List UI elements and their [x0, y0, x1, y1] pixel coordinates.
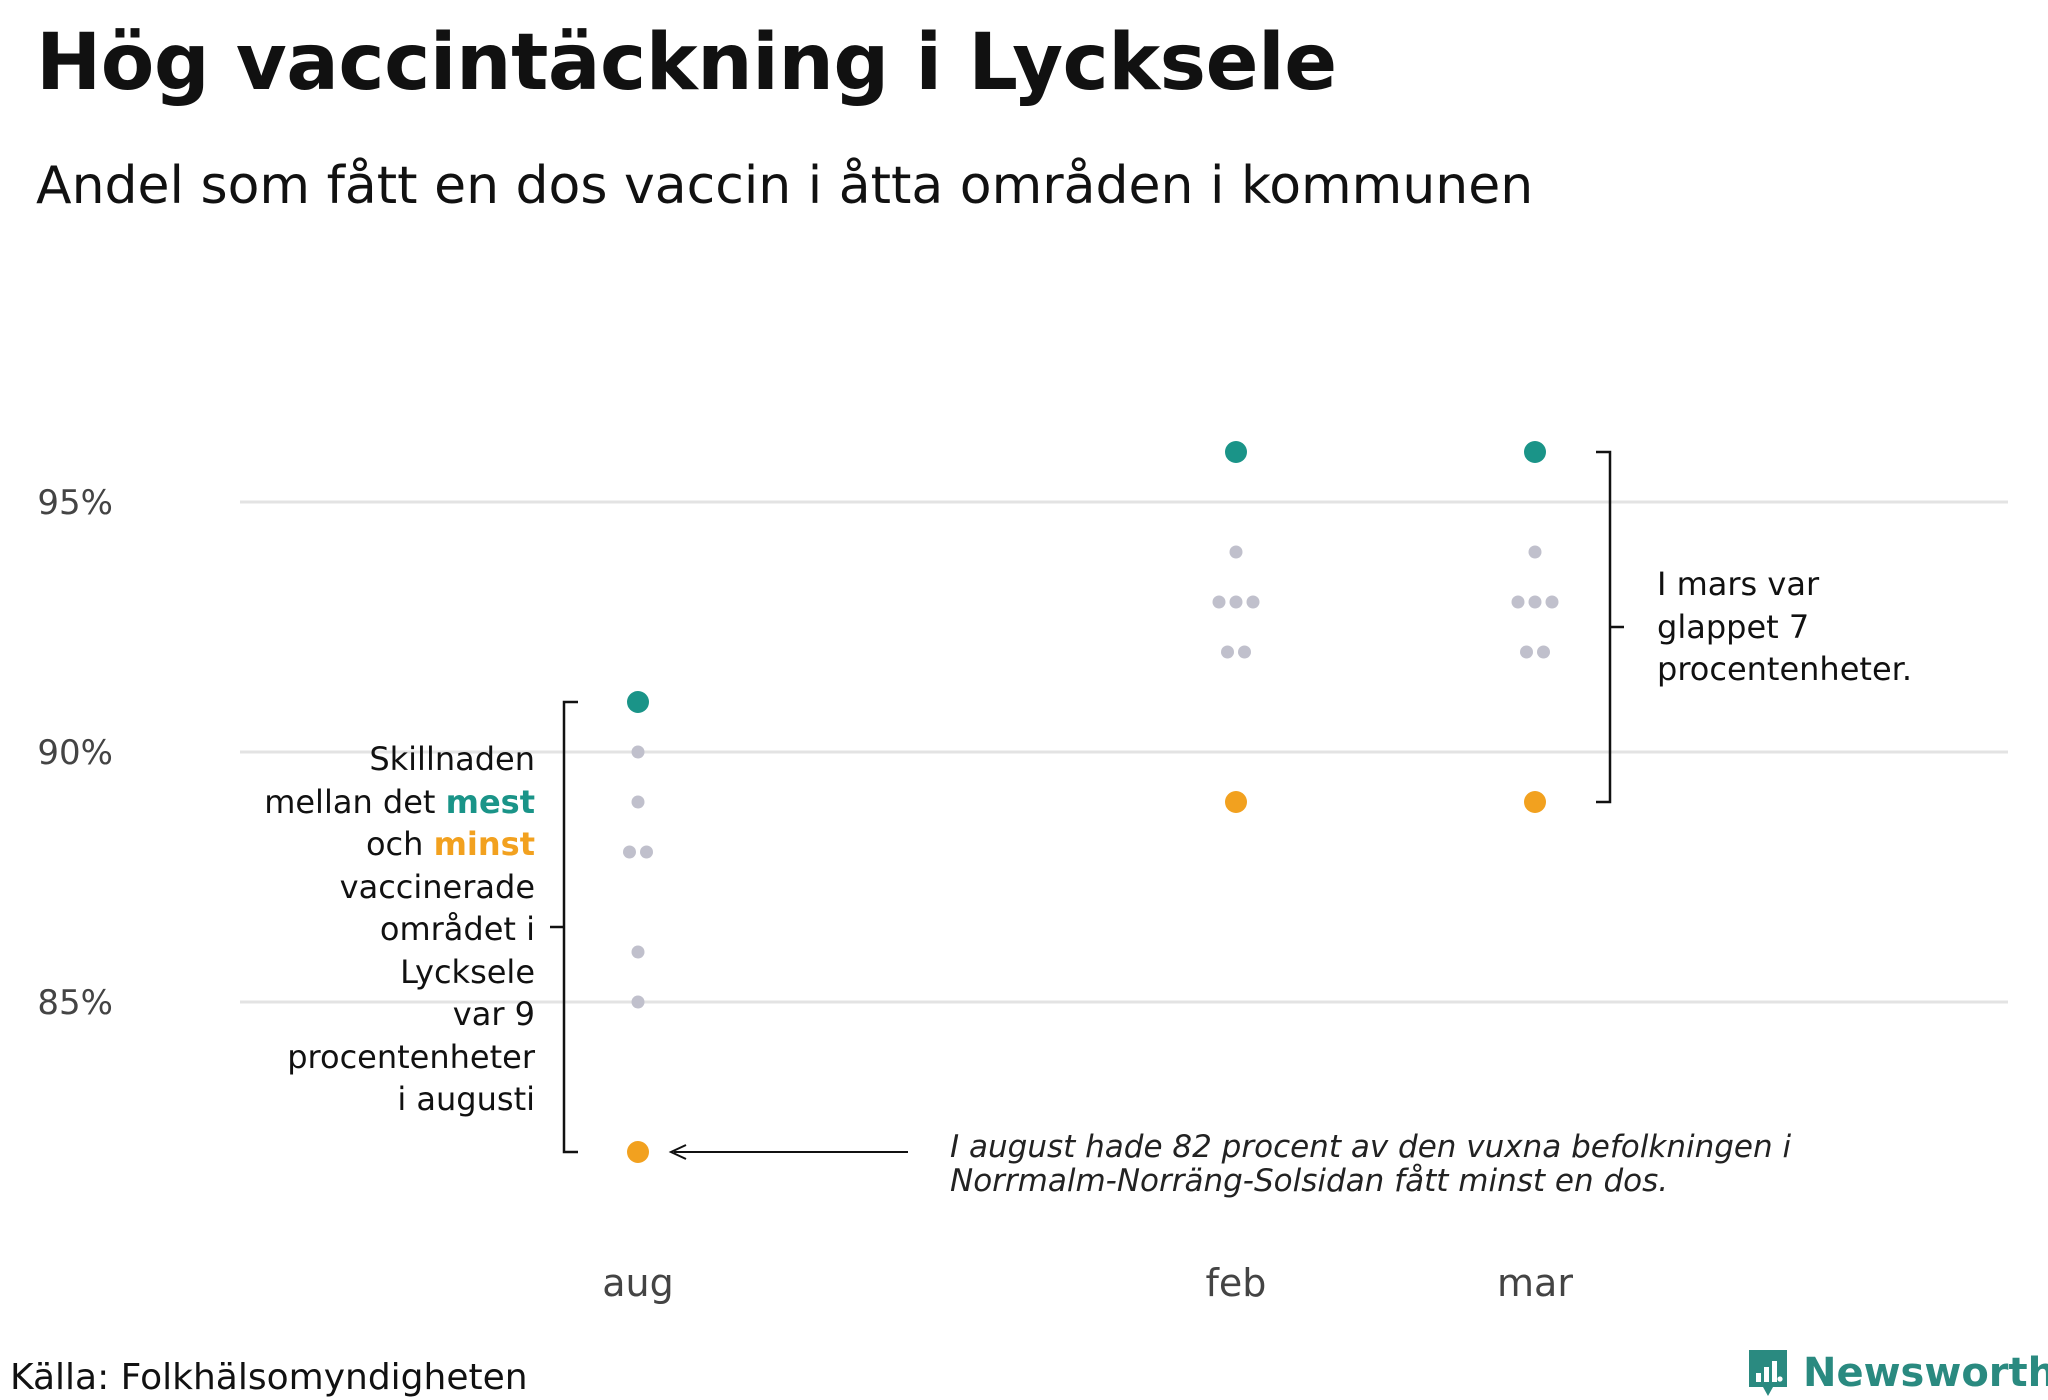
- data-point-other: [631, 745, 645, 759]
- left-annotation-line: var 9: [452, 995, 535, 1033]
- arrow-annotation: I august hade 82 procent av den vuxna be…: [950, 1130, 1950, 1198]
- left-annotation-line: vaccinerade: [339, 867, 535, 906]
- data-point-most: [627, 691, 649, 713]
- chart-subtitle: Andel som fått en dos vaccin i åtta områ…: [36, 156, 1534, 216]
- data-point-other: [1229, 545, 1243, 559]
- data-point-other: [640, 845, 653, 859]
- data-point-most: [1524, 441, 1546, 463]
- left-annotation: Skillnaden mellan det mest och minst vac…: [235, 738, 535, 1121]
- arrow-annotation-line: Norrmalm-Norräng-Solsidan fått minst en …: [950, 1163, 1669, 1199]
- x-tick-label: feb: [1206, 1261, 1267, 1305]
- right-annotation: I mars var glappet 7 procentenheter.: [1657, 563, 1997, 691]
- data-point-other: [1545, 595, 1559, 609]
- annotation-arrow-head: [668, 1144, 687, 1160]
- data-point-most: [1225, 441, 1247, 463]
- data-point-other: [1212, 595, 1226, 609]
- left-annotation-line: Skillnaden: [369, 740, 535, 778]
- y-tick-label: 95%: [37, 483, 113, 523]
- brand-name: Newsworthy: [1803, 1350, 2048, 1396]
- data-point-other: [1511, 595, 1525, 609]
- x-tick-label: aug: [602, 1261, 674, 1305]
- left-annotation-line: området i: [379, 910, 535, 948]
- right-annotation-line: procentenheter.: [1657, 650, 1913, 688]
- left-annotation-line: och minst: [365, 825, 535, 863]
- data-point-other: [1520, 645, 1533, 659]
- data-point-other: [631, 945, 645, 959]
- chart-title: Hög vaccintäckning i Lycksele: [36, 18, 1337, 108]
- arrow-annotation-line: I august hade 82 procent av den vuxna be…: [950, 1129, 1792, 1165]
- y-tick-label: 90%: [37, 733, 113, 773]
- right-annotation-line: glappet 7: [1657, 607, 1810, 646]
- data-point-other: [1238, 645, 1251, 659]
- data-point-other: [1537, 645, 1550, 659]
- data-point-other: [631, 795, 645, 809]
- source-note: Källa: Folkhälsomyndigheten: [10, 1357, 528, 1398]
- right-bracket: [1596, 450, 1612, 804]
- data-point-other: [631, 995, 645, 1009]
- mest-label: mest: [445, 782, 535, 821]
- newsworthy-logo-icon: [1749, 1350, 1787, 1396]
- brand-logo: Newsworthy: [1745, 1347, 2048, 1399]
- right-annotation-line: I mars var: [1657, 565, 1820, 603]
- data-point-other: [1246, 595, 1260, 609]
- left-annotation-line: mellan det mest: [264, 782, 535, 821]
- left-annotation-line: Lycksele: [400, 952, 535, 991]
- y-tick-label: 85%: [37, 983, 113, 1023]
- data-point-least: [627, 1141, 649, 1163]
- data-point-other: [623, 845, 636, 859]
- left-annotation-line: i augusti: [397, 1080, 535, 1118]
- minst-label: minst: [433, 825, 535, 863]
- data-point-other: [1528, 595, 1542, 609]
- data-point-least: [1225, 791, 1247, 813]
- x-tick-label: mar: [1497, 1261, 1573, 1305]
- data-point-least: [1524, 791, 1546, 813]
- data-point-other: [1528, 545, 1542, 559]
- data-point-other: [1221, 645, 1234, 659]
- left-annotation-line: procentenheter: [287, 1037, 535, 1076]
- data-point-other: [1229, 595, 1243, 609]
- left-bracket: [562, 700, 578, 1154]
